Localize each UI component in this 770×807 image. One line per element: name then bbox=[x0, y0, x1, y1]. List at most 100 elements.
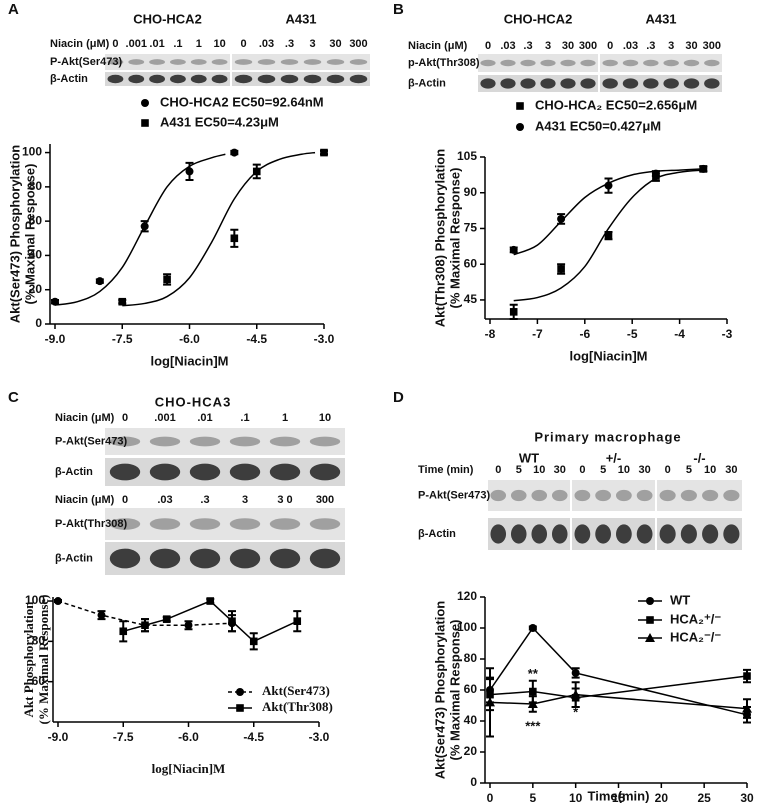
dose: 3 bbox=[309, 38, 315, 50]
dose: 5 bbox=[600, 464, 606, 476]
band bbox=[704, 59, 720, 67]
dose: 30 bbox=[639, 464, 651, 476]
y-axis-label: (% Maximal Response) bbox=[22, 164, 37, 305]
data-point bbox=[509, 308, 518, 316]
x-tick-label: -4.5 bbox=[246, 332, 267, 346]
blot-group: WT bbox=[519, 450, 539, 465]
legend-label: A431 EC50=4.23μM bbox=[160, 114, 279, 129]
data-point bbox=[185, 167, 194, 176]
band bbox=[309, 518, 341, 530]
annotation: ** bbox=[528, 666, 539, 681]
y-tick-label: 40 bbox=[29, 248, 43, 262]
data-point bbox=[230, 234, 239, 243]
y-axis-label: Akt(Ser473) Phosphorylation bbox=[432, 601, 447, 779]
data-point bbox=[51, 297, 59, 306]
band bbox=[109, 518, 141, 530]
legend-marker bbox=[236, 688, 244, 696]
band bbox=[309, 463, 341, 481]
y-tick-label: 100 bbox=[457, 620, 477, 634]
y-axis-label: Akt(Thr308) Phosphorylation bbox=[432, 149, 447, 327]
band bbox=[663, 59, 679, 67]
data-point bbox=[320, 148, 328, 157]
row-label: P-Akt(Ser473) bbox=[50, 56, 122, 68]
dose: 0 bbox=[579, 464, 585, 476]
dose: 300 bbox=[349, 38, 367, 50]
dose: 10 bbox=[704, 464, 716, 476]
data-point bbox=[118, 297, 127, 306]
band bbox=[257, 74, 276, 84]
y-axis-label: (% Maximal Response) bbox=[447, 168, 462, 309]
data-point bbox=[571, 668, 580, 677]
dose: 300 bbox=[703, 40, 721, 52]
legend-label: HCA₂⁺/⁻ bbox=[670, 611, 721, 626]
blot-group: A431 bbox=[645, 11, 676, 26]
row-label: p-Akt(Thr308) bbox=[408, 57, 480, 69]
dose: .3 bbox=[523, 40, 532, 52]
x-tick-label: -7.5 bbox=[113, 730, 134, 744]
band bbox=[149, 74, 165, 84]
y-tick-label: 60 bbox=[29, 213, 43, 227]
blot-strip bbox=[105, 458, 345, 486]
y-tick-label: 80 bbox=[464, 651, 478, 665]
band bbox=[189, 463, 221, 481]
band bbox=[128, 59, 145, 65]
data-point bbox=[557, 265, 565, 273]
band bbox=[595, 524, 612, 544]
dose: 300 bbox=[316, 494, 334, 506]
row-label: β-Actin bbox=[50, 73, 88, 85]
x-tick-label: -9.0 bbox=[48, 730, 69, 744]
data-point bbox=[293, 617, 302, 625]
dose: .001 bbox=[154, 412, 175, 424]
legend-label: HCA₂⁻/⁻ bbox=[670, 629, 721, 644]
blot-strip bbox=[488, 480, 570, 511]
band bbox=[269, 548, 301, 569]
blot-strip bbox=[232, 54, 370, 70]
dose: 1 bbox=[282, 412, 288, 424]
data-point bbox=[230, 148, 239, 157]
band bbox=[303, 74, 322, 84]
panel-letter: D bbox=[393, 389, 404, 406]
blot-strip bbox=[105, 54, 230, 70]
dose: .01 bbox=[197, 412, 212, 424]
legend-label: WT bbox=[670, 592, 690, 607]
blot-group: -/- bbox=[693, 450, 705, 465]
data-point bbox=[529, 687, 537, 696]
y-axis-label: Akt Phosphorylation bbox=[21, 601, 36, 718]
data-point bbox=[570, 689, 581, 699]
fit-curve bbox=[513, 169, 704, 302]
band bbox=[636, 524, 653, 544]
y-tick-label: 105 bbox=[457, 149, 477, 163]
blot-strip bbox=[232, 72, 370, 86]
series-line bbox=[489, 693, 748, 710]
y-tick-label: 20 bbox=[29, 282, 43, 296]
x-axis-label: Time(min) bbox=[588, 788, 650, 803]
band bbox=[349, 59, 368, 65]
dose: 30 bbox=[562, 40, 574, 52]
dose: 5 bbox=[686, 464, 692, 476]
x-tick-label: 15 bbox=[612, 791, 626, 805]
y-tick-label: 60 bbox=[32, 674, 46, 688]
band bbox=[551, 524, 568, 544]
band bbox=[149, 518, 181, 530]
dose: 300 bbox=[579, 40, 597, 52]
blot-title: CHO-HCA3 bbox=[155, 394, 232, 409]
legend-marker bbox=[141, 119, 149, 127]
legend-label: A431 EC50=0.427μM bbox=[535, 118, 661, 133]
band bbox=[107, 74, 124, 84]
band bbox=[615, 524, 632, 544]
y-tick-label: 60 bbox=[464, 682, 478, 696]
band bbox=[269, 518, 301, 530]
dose: 0 bbox=[240, 38, 246, 50]
band bbox=[510, 524, 527, 544]
band bbox=[520, 78, 536, 89]
band bbox=[189, 436, 221, 447]
x-tick-label: -9.0 bbox=[45, 332, 66, 346]
band bbox=[540, 59, 556, 67]
x-tick-label: -4.5 bbox=[243, 730, 264, 744]
dose-label: Time (min) bbox=[418, 464, 474, 476]
blot-group: +/- bbox=[606, 450, 622, 465]
band bbox=[149, 548, 181, 569]
x-tick-label: 30 bbox=[740, 791, 754, 805]
dose: .03 bbox=[500, 40, 515, 52]
band bbox=[560, 59, 576, 67]
